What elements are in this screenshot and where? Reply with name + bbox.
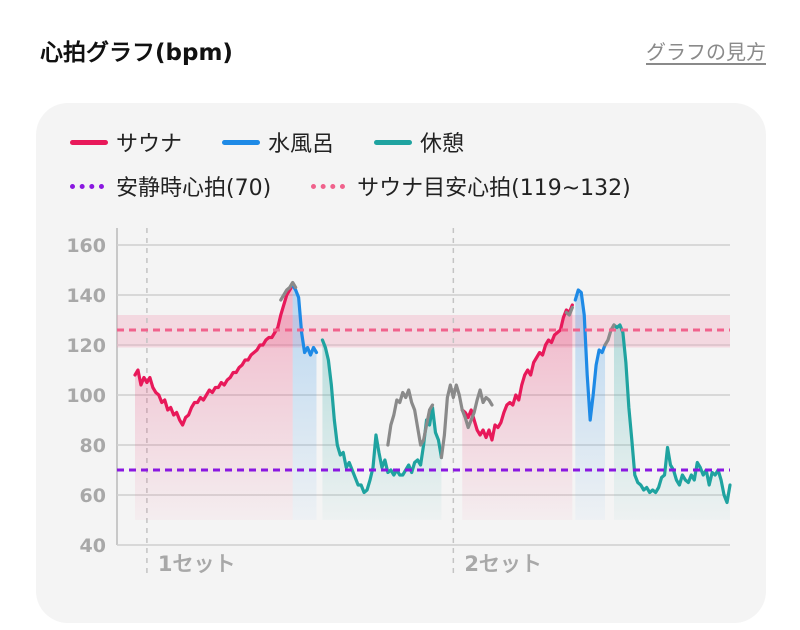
legend-label-target-hr: サウナ目安心拍(119~132): [357, 176, 631, 201]
set-label: 1セット: [158, 552, 236, 576]
heart-rate-card: [36, 103, 766, 623]
series-area: [322, 340, 442, 520]
sauna-swatch: [70, 139, 108, 145]
legend-label-water: 水風呂: [268, 132, 335, 157]
legend-item-sauna: サウナ: [70, 126, 182, 158]
graph-guide-link[interactable]: グラフの見方: [646, 40, 766, 64]
y-tick-label: 60: [80, 485, 106, 507]
legend-label-rest: 休憩: [420, 132, 465, 157]
set-label: 2セット: [464, 552, 542, 576]
legend-label-sauna: サウナ: [116, 132, 183, 157]
water-bath-swatch: [222, 139, 261, 145]
page-title: 心拍グラフ(bpm): [40, 40, 233, 66]
legend-row-phases: サウナ 水風呂 休憩: [70, 126, 504, 158]
legend-item-water: 水風呂: [222, 126, 334, 158]
y-tick-label: 120: [66, 335, 106, 357]
transition-line: [439, 383, 494, 460]
series-area: [135, 285, 293, 520]
transition-line: [564, 305, 574, 317]
y-tick-label: 160: [66, 235, 106, 257]
legend-label-resting-hr: 安静時心拍(70): [116, 176, 272, 201]
transition-line: [603, 323, 616, 347]
y-tick-label: 80: [80, 435, 106, 457]
series-line: [460, 303, 574, 442]
legend-row-reference: 安静時心拍(70) サウナ目安心拍(119~132): [70, 170, 671, 202]
series-line: [133, 283, 295, 427]
series-line: [320, 338, 444, 495]
target-hr-swatch: [311, 183, 346, 189]
transition-line: [279, 280, 298, 302]
y-tick-label: 40: [80, 535, 106, 557]
series-line: [291, 283, 319, 357]
series-area: [575, 290, 606, 520]
series-area: [292, 285, 317, 520]
resting-hr-swatch: [70, 183, 104, 189]
transition-line: [386, 388, 435, 447]
legend-item-resting-hr: 安静時心拍(70): [70, 170, 271, 202]
legend-item-rest: 休憩: [374, 126, 464, 158]
y-tick-label: 100: [66, 385, 106, 407]
y-tick-label: 140: [66, 285, 106, 307]
series-line: [612, 323, 732, 505]
legend-item-target-hr: サウナ目安心拍(119~132): [311, 170, 631, 202]
series-area: [462, 305, 573, 520]
series-line: [573, 288, 607, 422]
rest-swatch: [374, 139, 413, 145]
